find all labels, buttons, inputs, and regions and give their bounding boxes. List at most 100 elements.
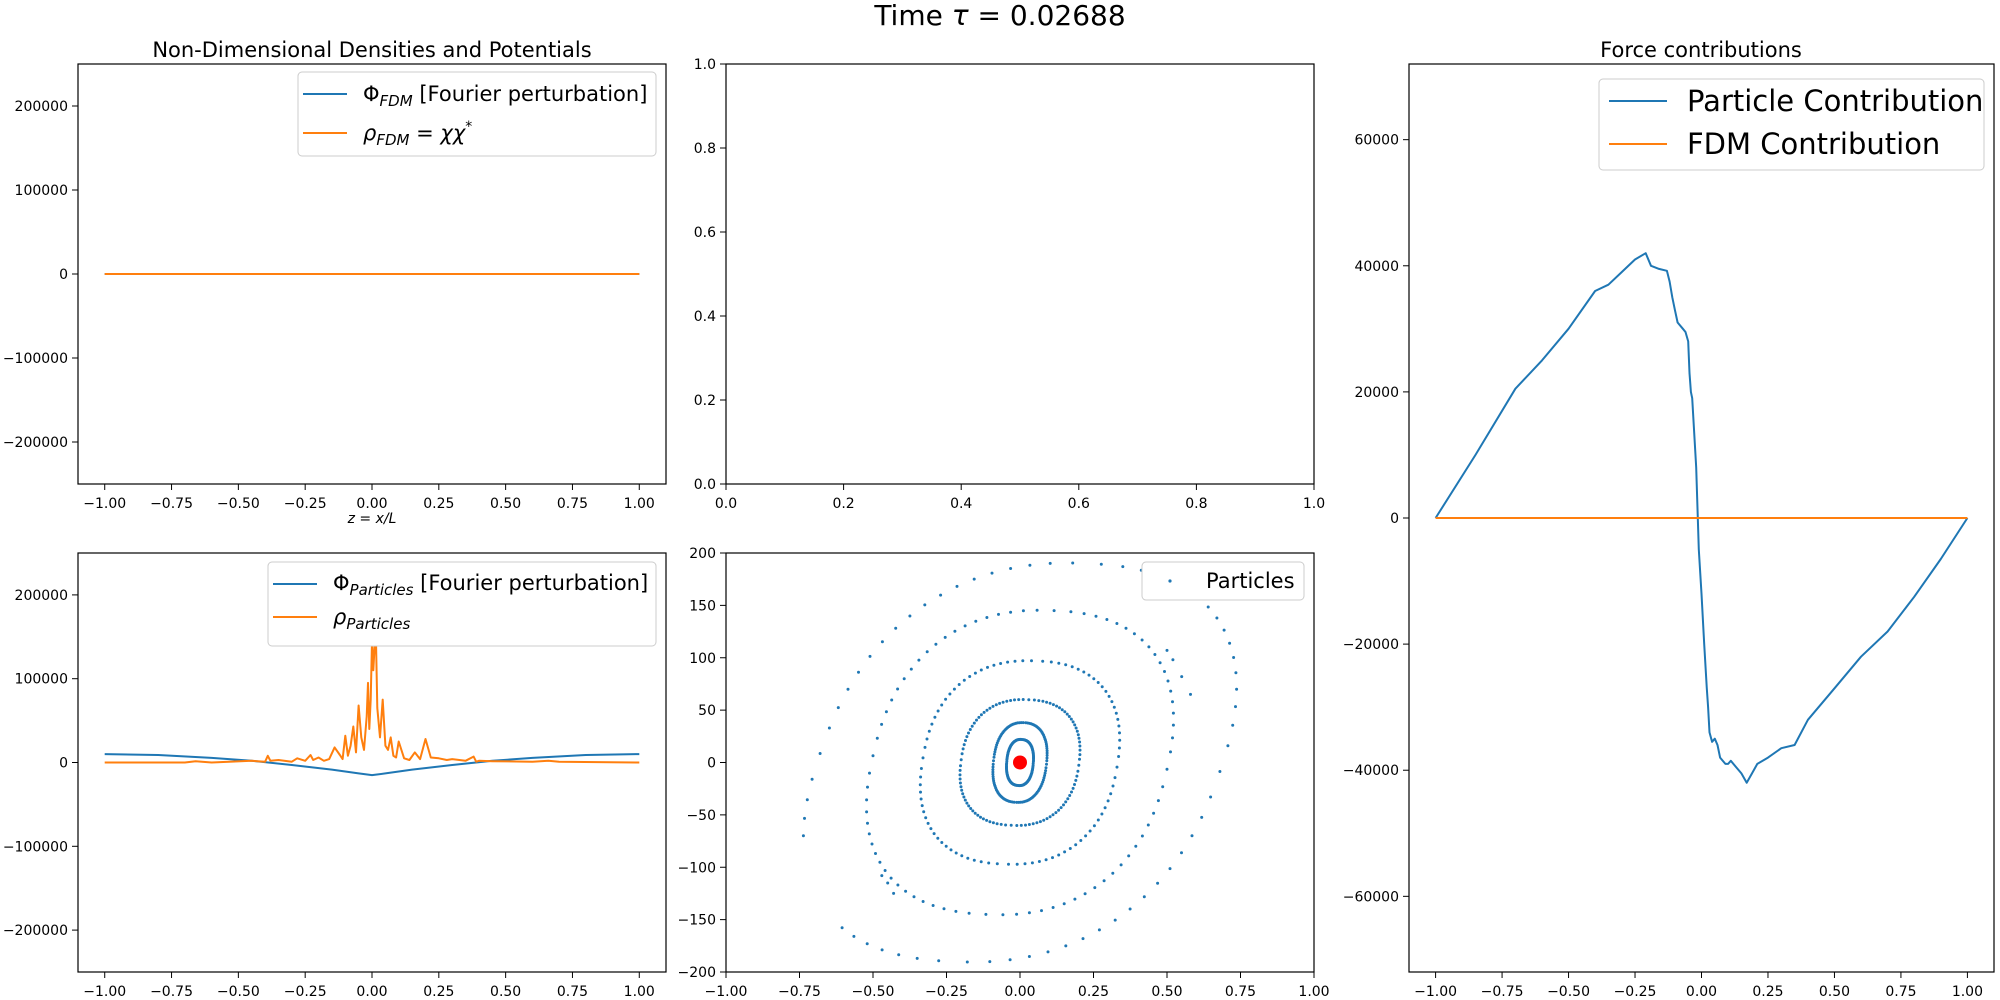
particle-point [1010, 824, 1013, 827]
particle-point [1234, 705, 1237, 708]
particle-point [971, 725, 974, 728]
panel-phase-plot: −1.00 −0.75 −0.50 −0.25 0.00 0.25 0.50 0.75 1.00… [678, 546, 1330, 1000]
particle-point [1013, 801, 1016, 804]
particle-point [983, 711, 986, 714]
x-tick-label: 1.00 [1298, 984, 1329, 1000]
particle-point [964, 624, 967, 627]
particle-point [1037, 699, 1040, 702]
x-tick-label: 0.75 [1225, 984, 1256, 1000]
particle-point [940, 841, 943, 844]
y-tick-label: 150 [689, 598, 716, 614]
particle-point [959, 764, 962, 767]
particle-point [1231, 724, 1234, 727]
x-tick-label: 0.00 [356, 496, 387, 512]
panel-fdm-plot: −1.00 −0.75 −0.50 −0.25 0.00 0.25 0.50 0.75 1.00… [3, 99, 655, 512]
particle-point [868, 772, 871, 775]
particle-point [919, 776, 922, 779]
y-tick-label: 100000 [15, 183, 68, 199]
particle-point [969, 807, 972, 810]
panel-phase: −1.00 −0.75 −0.50 −0.25 0.00 0.25 0.50 0.75 1.00… [678, 546, 1330, 1000]
particle-point [1118, 747, 1121, 750]
particle-point [939, 594, 942, 597]
particle-point [1038, 860, 1041, 863]
particle-point [973, 578, 976, 581]
center-marker [1013, 756, 1027, 770]
particle-point [1069, 610, 1072, 613]
particle-point [1114, 776, 1117, 779]
particle-point [963, 679, 966, 682]
y-tick-label: −50 [686, 808, 716, 824]
particle-point [960, 785, 963, 788]
particle-point [1052, 906, 1055, 909]
particle-point [1143, 895, 1146, 898]
particle-point [1104, 806, 1107, 809]
x-tick-label: 0.50 [490, 984, 521, 1000]
particle-point [927, 822, 930, 825]
x-tick-label: −0.25 [284, 496, 327, 512]
y-tick-label: 40000 [1354, 259, 1399, 275]
particle-point [932, 904, 935, 907]
particle-point [1166, 768, 1169, 771]
particle-point [1089, 830, 1092, 833]
particle-point [1109, 792, 1112, 795]
particle-point [881, 948, 884, 951]
particle-point [954, 910, 957, 913]
particle-point [975, 719, 978, 722]
particle-point [1095, 615, 1098, 618]
particle-point [878, 861, 881, 864]
particle-point [896, 884, 899, 887]
x-tick-label: 0.6 [1068, 496, 1090, 512]
particle-point [1070, 791, 1073, 794]
particle-point [857, 671, 860, 674]
particle-point [973, 859, 976, 862]
particle-point [1077, 668, 1080, 671]
particle-point [806, 798, 809, 801]
particle-point [1084, 892, 1087, 895]
x-tick-label: 0.25 [1078, 984, 1109, 1000]
particle-point [992, 766, 995, 769]
particle-point [961, 752, 964, 755]
particle-point [1005, 700, 1008, 703]
particle-point [923, 603, 926, 606]
particle-point [992, 759, 995, 762]
particle-point [1024, 862, 1027, 865]
panel-force: Force contributions −1.00 −0.75 −0.50 −0.25… [1343, 38, 1994, 1000]
particle-point [1006, 661, 1009, 664]
particle-point [973, 722, 976, 725]
particle-point [1009, 567, 1012, 570]
particle-point [885, 710, 888, 713]
particle-point [1028, 564, 1031, 567]
particle-point [1076, 770, 1079, 773]
y-tick-label: 0 [59, 756, 68, 772]
particle-point [1062, 803, 1065, 806]
particle-point [985, 616, 988, 619]
particle-point [1200, 816, 1203, 819]
particle-point [1052, 703, 1055, 706]
particle-point [1078, 753, 1081, 756]
particle-point [1079, 749, 1082, 752]
particle-point [1073, 723, 1076, 726]
particle-point [1078, 758, 1081, 761]
particle-point [1001, 913, 1004, 916]
particle-point [1049, 702, 1052, 705]
particle-point [1045, 763, 1048, 766]
particle-point [865, 798, 868, 801]
particle-point [959, 769, 962, 772]
particle-point [980, 860, 983, 863]
particle-point [959, 773, 962, 776]
panel-particles-plot: −1.00 −0.75 −0.50 −0.25 0.00 0.25 0.50 0.75 1.00… [3, 588, 655, 1000]
panel-empty: 0.0 0.2 0.4 0.6 0.8 1.00.00.20.40.60.81.0 [694, 57, 1325, 512]
particle-point [1028, 955, 1031, 958]
particle-point [1103, 879, 1106, 882]
x-tick-label: 0.75 [557, 496, 588, 512]
particle-point [908, 615, 911, 618]
particle-point [865, 810, 868, 813]
particle-point [1110, 700, 1113, 703]
particle-point [922, 810, 925, 813]
x-tick-label: 0.25 [1752, 984, 1783, 1000]
particle-point [1057, 662, 1060, 665]
particle-point [1116, 766, 1119, 769]
x-tick-label: −1.00 [83, 984, 126, 1000]
particle-point [921, 804, 924, 807]
particle-point [1036, 609, 1039, 612]
